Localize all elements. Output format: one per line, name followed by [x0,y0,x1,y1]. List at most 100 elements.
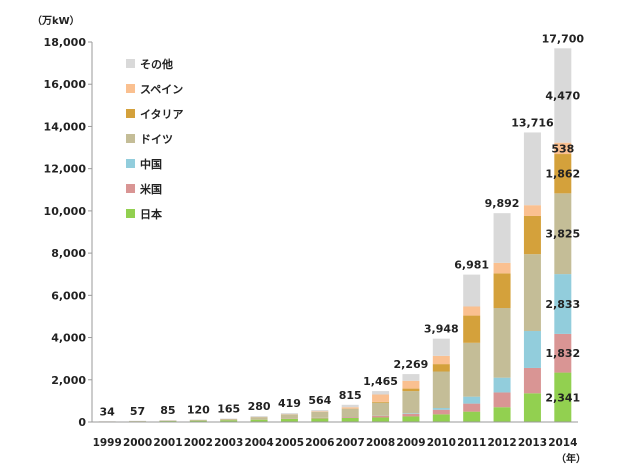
y-tick-label: 2,000 [51,374,86,387]
bar-segment [523,205,541,216]
x-tick-label: 2013 [518,437,547,449]
x-tick-label: 1999 [93,437,122,449]
bar-segment [250,417,268,420]
y-tick-label: 16,000 [44,78,87,91]
bar-segment [250,419,268,422]
legend-label: その他 [140,57,173,71]
bar-total-label: 2,269 [394,358,429,371]
bar-total-label: 564 [308,394,331,407]
legend-label: スペイン [140,83,183,96]
bar-segment [311,411,329,412]
y-axis: 0 2,000 4,000 6,000 8,000 10,000 12,000 14,000 1… [44,36,93,429]
legend-label: 米国 [139,182,162,196]
bar-segment [523,331,541,368]
bar-segment [493,273,511,308]
bar-total-label: 120 [187,403,210,416]
bar-segment [311,417,329,419]
legend-swatch [126,59,135,68]
bar-segment [493,407,511,422]
legend-swatch [126,109,135,118]
legend-label: 中国 [140,157,162,171]
y-tick-label: 6,000 [51,289,86,302]
y-tick-label: 18,000 [44,36,87,49]
bar-segment [402,391,420,414]
bar-segment [493,377,511,393]
segment-value-label: 2,341 [545,391,580,404]
bar-segment [341,404,359,408]
bar-segment [402,413,420,414]
segment-value-label: 1,862 [545,168,580,181]
x-tick-label: 2014 [548,437,577,449]
bar-segment [372,391,390,395]
x-tick-label: 2003 [214,437,243,449]
bar-segment [372,416,390,418]
segment-value-label: 1,832 [545,347,580,360]
x-tick-label: 2000 [123,437,152,449]
bar-segment [402,380,420,389]
bar-segment [220,419,238,420]
y-tick-label: 12,000 [44,163,87,176]
segment-value-label: 4,470 [545,89,580,102]
bars-group [98,48,572,422]
bar-segment [372,401,390,403]
bar-segment [250,416,268,417]
bar-total-label: 34 [100,405,116,418]
bar-segment [372,402,390,416]
legend-swatch [126,209,135,218]
segment-value-label: 2,833 [545,298,580,311]
bar-segment [523,215,541,255]
x-tick-label: 2005 [275,437,304,449]
bar-segment [311,411,329,418]
segment-labels-group: 2,341 1,832 2,833 3,825 1,862 538 4,470 [545,89,580,404]
bar-segment [523,132,541,206]
bar-segment [341,417,359,418]
bar-total-label: 13,716 [511,116,554,129]
segment-value-label: 538 [551,142,574,155]
bar-segment [554,193,572,275]
x-tick-label: 2008 [366,437,395,449]
bar-segment [432,371,450,409]
bar-segment [554,154,572,194]
x-tick-label: 2011 [457,437,486,449]
x-tick-label: 2002 [184,437,213,449]
bar-segment [280,413,298,415]
bar-segment [523,367,541,394]
segment-value-label: 3,825 [545,228,580,241]
bar-total-label: 815 [339,389,362,402]
y-tick-label: 8,000 [51,247,86,260]
bar-segment [523,254,541,332]
x-axis-unit-label: （年） [556,452,586,465]
bar-segment [432,355,450,365]
bar-segment [493,262,511,274]
bar-total-label: 6,981 [454,259,489,272]
bar-total-label: 17,700 [542,32,585,45]
x-axis: 1999 2000 2001 2002 2003 2004 2005 2006 2007 2008… [92,421,578,449]
x-tick-label: 2010 [427,437,456,449]
x-tick-label: 2007 [336,437,365,449]
bar-segment [341,407,359,409]
bar-total-label: 85 [160,404,175,417]
bar-segment [523,393,541,422]
bar-total-label: 3,948 [424,323,459,336]
bar-segment [189,419,207,421]
bar-total-label: 1,465 [363,375,398,388]
bar-segment [554,274,572,334]
bar-segment [280,419,298,422]
legend-swatch [126,159,135,168]
y-tick-label: 4,000 [51,332,86,345]
bar-segment [402,416,420,422]
bar-segment [463,403,481,412]
bar-segment [493,392,511,408]
x-tick-label: 2006 [305,437,334,449]
bar-segment [554,333,572,373]
bar-segment [402,413,420,417]
legend-label: 日本 [140,207,162,221]
bar-total-label: 9,892 [485,197,520,210]
bar-segment [372,417,390,422]
bar-segment [402,388,420,392]
bar-segment [372,394,390,402]
legend-swatch [126,134,135,143]
bar-segment [341,408,359,417]
